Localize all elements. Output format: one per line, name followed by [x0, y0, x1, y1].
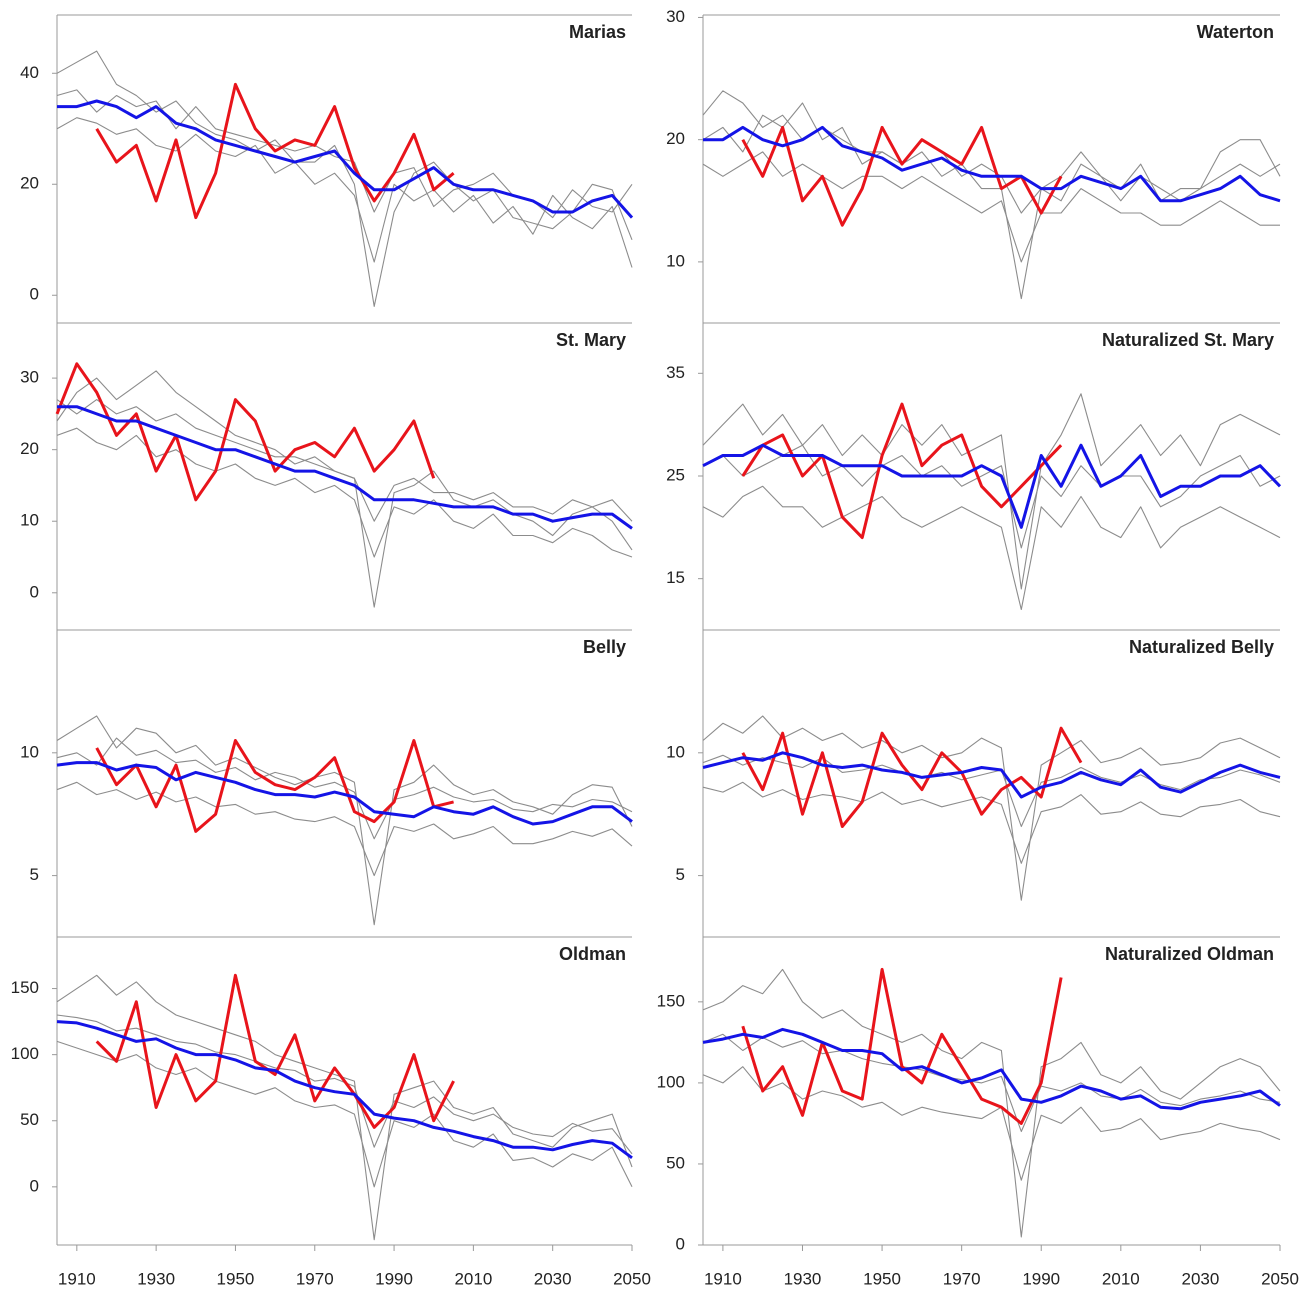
x-tick-label: 1970	[943, 1269, 981, 1288]
x-tick-label: 1910	[704, 1269, 742, 1288]
scenario-line	[702, 1033, 1281, 1133]
observed-line	[741, 967, 1063, 1125]
observed-line	[741, 402, 1063, 540]
x-tick-label: 2010	[1102, 1269, 1140, 1288]
scenario-line	[702, 151, 1280, 263]
x-tick-label: 1910	[58, 1269, 96, 1288]
scenario-line	[56, 781, 633, 877]
scenario-line	[702, 754, 1281, 828]
x-tick-label: 2050	[1261, 1269, 1299, 1288]
scenario-line	[702, 968, 1281, 1238]
y-tick-label: 150	[657, 991, 685, 1010]
y-tick-label: 0	[30, 582, 39, 601]
panel-title: St. Mary	[556, 330, 626, 350]
mean-line	[56, 1020, 633, 1160]
scenario-line	[56, 1040, 633, 1188]
scenario-line	[56, 715, 633, 926]
y-tick-label: 10	[666, 742, 685, 761]
x-tick-label: 2030	[534, 1269, 572, 1288]
mean-line	[702, 1027, 1281, 1111]
scenario-line	[56, 974, 633, 1241]
y-tick-label: 30	[20, 368, 39, 387]
x-tick-label: 2050	[613, 1269, 651, 1288]
x-tick-label: 2030	[1181, 1269, 1219, 1288]
scenario-line	[56, 50, 633, 307]
y-tick-label: 15	[666, 568, 685, 587]
panel-title: Naturalized Oldman	[1105, 944, 1274, 964]
observed-line	[95, 973, 455, 1129]
x-tick-label: 1930	[784, 1269, 822, 1288]
mean-line	[703, 125, 1281, 203]
scenario-line	[702, 485, 1281, 611]
x-tick-label: 1950	[217, 1269, 255, 1288]
panel-title: Belly	[583, 637, 626, 657]
panel-title: Naturalized Belly	[1129, 637, 1274, 657]
observed-line	[95, 82, 455, 220]
panel-title: Naturalized St. Mary	[1102, 330, 1274, 350]
y-tick-label: 40	[20, 63, 39, 82]
y-tick-label: 150	[11, 978, 39, 997]
y-tick-label: 10	[666, 251, 685, 270]
y-tick-label: 50	[666, 1153, 685, 1172]
y-tick-label: 50	[20, 1110, 39, 1129]
panel-title: Oldman	[559, 944, 626, 964]
observed-line	[741, 726, 1083, 828]
scenario-line	[56, 427, 633, 558]
scenario-line	[702, 781, 1281, 864]
mean-line	[57, 99, 634, 219]
y-tick-label: 100	[657, 1072, 685, 1091]
observed-line	[55, 362, 436, 502]
x-tick-label: 1930	[137, 1269, 175, 1288]
y-tick-label: 20	[20, 174, 39, 193]
y-tick-label: 20	[666, 129, 685, 148]
y-tick-label: 20	[20, 439, 39, 458]
scenario-line	[702, 90, 1281, 300]
observed-line	[741, 125, 1063, 227]
x-tick-label: 1970	[296, 1269, 334, 1288]
x-tick-label: 2010	[454, 1269, 492, 1288]
y-tick-label: 30	[666, 7, 685, 26]
mean-line	[702, 751, 1281, 799]
x-tick-label: 1990	[1022, 1269, 1060, 1288]
mean-line	[57, 405, 633, 530]
y-tick-label: 0	[676, 1234, 685, 1253]
y-tick-label: 25	[666, 465, 685, 484]
observed-line	[95, 739, 454, 833]
x-tick-label: 1950	[863, 1269, 901, 1288]
panel-title: Waterton	[1197, 22, 1274, 42]
mean-line	[56, 761, 633, 826]
y-tick-label: 10	[20, 742, 39, 761]
mean-line	[702, 443, 1282, 529]
y-tick-label: 5	[676, 865, 685, 884]
scenario-line	[702, 715, 1281, 901]
y-tick-label: 0	[30, 1176, 39, 1195]
y-tick-label: 35	[666, 363, 685, 382]
y-tick-label: 0	[30, 285, 39, 304]
scenario-line	[702, 1066, 1281, 1181]
scenario-line	[56, 89, 633, 219]
y-tick-label: 5	[30, 865, 39, 884]
scenario-line	[56, 370, 633, 608]
scenario-line	[702, 393, 1281, 590]
y-tick-label: 10	[20, 511, 39, 530]
x-tick-label: 1990	[375, 1269, 413, 1288]
panel-title: Marias	[569, 22, 626, 42]
y-tick-label: 100	[11, 1044, 39, 1063]
scenario-line	[56, 399, 633, 522]
scenario-line	[56, 117, 633, 268]
